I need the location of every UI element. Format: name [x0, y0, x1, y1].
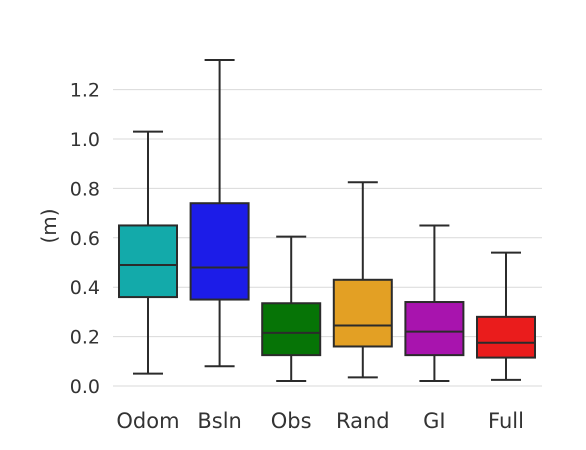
grid-lines: [113, 89, 542, 387]
iqr-box: [476, 315, 536, 359]
y-tick-label: 0.2: [70, 327, 100, 349]
box-full: [476, 251, 536, 381]
box-rand: [332, 181, 393, 379]
y-tick-label: 1.2: [70, 80, 100, 102]
x-category-label: Rand: [336, 409, 390, 433]
y-tick-labels: 0.0 0.2 0.4 0.6 0.8 1.0 1.2: [70, 80, 100, 398]
box-obs: [261, 235, 322, 383]
x-category-label: Bsln: [197, 409, 242, 433]
y-tick-label: 0.4: [70, 277, 100, 299]
x-category-label: GI: [423, 409, 445, 433]
box-odom: [118, 130, 178, 375]
y-tick-label: 0.6: [70, 228, 100, 250]
iqr-box: [261, 302, 322, 357]
box-bsln: [189, 58, 250, 368]
y-tick-label: 0.8: [70, 178, 100, 200]
y-tick-label: 0.0: [70, 376, 100, 398]
iqr-box: [189, 202, 250, 301]
x-category-label: Odom: [116, 409, 179, 433]
y-tick-label: 1.0: [70, 129, 100, 151]
iqr-box: [118, 224, 178, 299]
box-gi: [404, 224, 465, 383]
x-category-label: Obs: [271, 409, 312, 433]
y-axis-label: (m): [37, 208, 61, 243]
x-category-label: Full: [488, 409, 524, 433]
iqr-box: [404, 301, 465, 357]
iqr-box: [332, 278, 393, 348]
boxes: [118, 58, 536, 383]
x-category-labels: Odom Bsln Obs Rand GI Full: [116, 409, 524, 433]
